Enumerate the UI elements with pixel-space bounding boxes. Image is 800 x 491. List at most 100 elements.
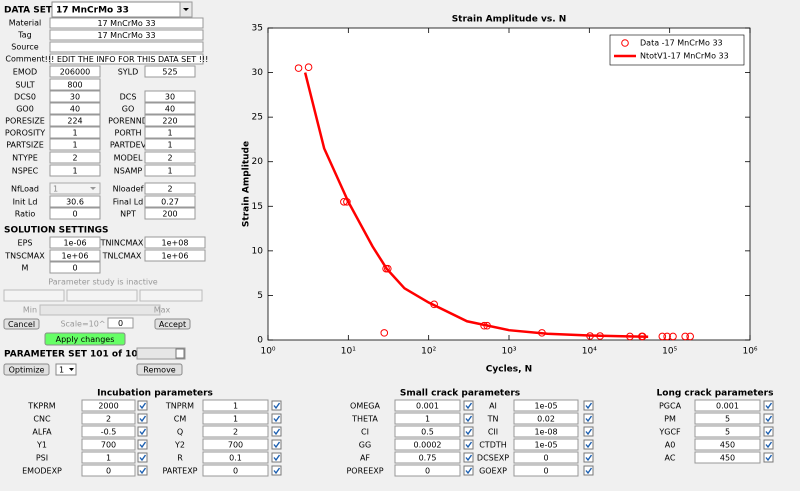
text-input[interactable] (144, 249, 206, 262)
checkbox[interactable] (271, 413, 282, 424)
text-input[interactable] (49, 126, 101, 139)
text-input[interactable] (202, 438, 269, 451)
set-slider[interactable] (136, 347, 186, 360)
button[interactable] (3, 318, 40, 330)
text-input[interactable] (202, 425, 269, 438)
button[interactable] (136, 363, 183, 376)
text-input[interactable] (394, 399, 461, 412)
checkbox[interactable] (763, 413, 774, 424)
checkbox[interactable] (137, 426, 148, 437)
checkbox[interactable] (583, 426, 594, 437)
text-input[interactable] (694, 399, 761, 412)
checkbox[interactable] (583, 465, 594, 476)
text-input[interactable] (144, 114, 196, 127)
text-input[interactable] (49, 249, 101, 262)
text-input[interactable] (694, 412, 761, 425)
text-input[interactable] (513, 451, 579, 464)
text-input[interactable] (394, 412, 461, 425)
checkbox[interactable] (137, 413, 148, 424)
button[interactable] (3, 363, 50, 376)
checkbox[interactable] (271, 426, 282, 437)
text-input[interactable] (49, 207, 101, 220)
text-input[interactable] (144, 138, 196, 151)
checkbox[interactable] (763, 439, 774, 450)
checkbox[interactable] (271, 439, 282, 450)
checkbox[interactable] (463, 439, 474, 450)
text-input[interactable] (144, 90, 196, 103)
button[interactable] (154, 318, 191, 330)
checkbox[interactable] (463, 413, 474, 424)
text-input[interactable] (202, 451, 269, 464)
checkbox[interactable] (463, 426, 474, 437)
text-input[interactable] (202, 399, 269, 412)
text-input[interactable] (49, 236, 101, 249)
text-input[interactable] (394, 451, 461, 464)
text-input[interactable] (81, 425, 136, 438)
checkbox[interactable] (463, 452, 474, 463)
text-input[interactable] (144, 236, 206, 249)
text-input[interactable] (81, 399, 136, 412)
text-input[interactable] (81, 451, 136, 464)
text-input[interactable] (49, 114, 101, 127)
text-input[interactable] (513, 399, 579, 412)
text-input[interactable] (144, 102, 196, 115)
checkbox[interactable] (271, 465, 282, 476)
text-input[interactable] (202, 412, 269, 425)
text-input[interactable] (49, 90, 101, 103)
text-input[interactable] (202, 464, 269, 477)
text-input[interactable] (81, 438, 136, 451)
checkbox[interactable] (763, 426, 774, 437)
text-input[interactable] (144, 182, 196, 195)
text-input[interactable] (144, 164, 196, 177)
text-input[interactable] (107, 317, 134, 329)
text-input[interactable] (49, 17, 204, 29)
checkbox[interactable] (583, 439, 594, 450)
checkbox[interactable] (583, 400, 594, 411)
checkbox[interactable] (137, 465, 148, 476)
label: Small crack parameters (400, 389, 520, 399)
text-input[interactable] (49, 65, 101, 78)
checkbox[interactable] (463, 465, 474, 476)
checkbox[interactable] (137, 452, 148, 463)
text-input[interactable] (49, 78, 101, 91)
text-input[interactable] (694, 438, 761, 451)
text-input[interactable] (49, 53, 204, 65)
text-input[interactable] (513, 438, 579, 451)
text-input[interactable] (394, 464, 461, 477)
checkbox[interactable] (463, 400, 474, 411)
text-input[interactable] (513, 412, 579, 425)
text-input[interactable] (49, 102, 101, 115)
checkbox[interactable] (271, 452, 282, 463)
checkbox[interactable] (763, 452, 774, 463)
text-input[interactable] (394, 438, 461, 451)
text-input[interactable] (49, 195, 101, 208)
text-input[interactable] (513, 425, 579, 438)
text-input[interactable] (49, 41, 204, 53)
slider-thumb[interactable] (175, 348, 185, 359)
text-input[interactable] (144, 126, 196, 139)
checkbox[interactable] (137, 400, 148, 411)
checkbox[interactable] (271, 400, 282, 411)
text-input[interactable] (144, 195, 196, 208)
text-input[interactable] (513, 464, 579, 477)
text-input[interactable] (394, 425, 461, 438)
dropdown[interactable] (49, 182, 101, 195)
text-input[interactable] (49, 164, 101, 177)
checkbox[interactable] (583, 413, 594, 424)
text-input[interactable] (81, 464, 136, 477)
button[interactable] (44, 332, 126, 346)
text-input[interactable] (144, 65, 196, 78)
text-input[interactable] (144, 151, 196, 164)
checkbox[interactable] (763, 400, 774, 411)
text-input[interactable] (49, 138, 101, 151)
checkbox[interactable] (583, 452, 594, 463)
text-input[interactable] (694, 451, 761, 464)
text-input[interactable] (144, 207, 196, 220)
text-input[interactable] (49, 29, 204, 41)
text-input[interactable] (81, 412, 136, 425)
set-dropdown[interactable] (55, 363, 77, 376)
checkbox[interactable] (137, 439, 148, 450)
text-input[interactable] (694, 425, 761, 438)
text-input[interactable] (49, 261, 101, 274)
text-input[interactable] (49, 151, 101, 164)
